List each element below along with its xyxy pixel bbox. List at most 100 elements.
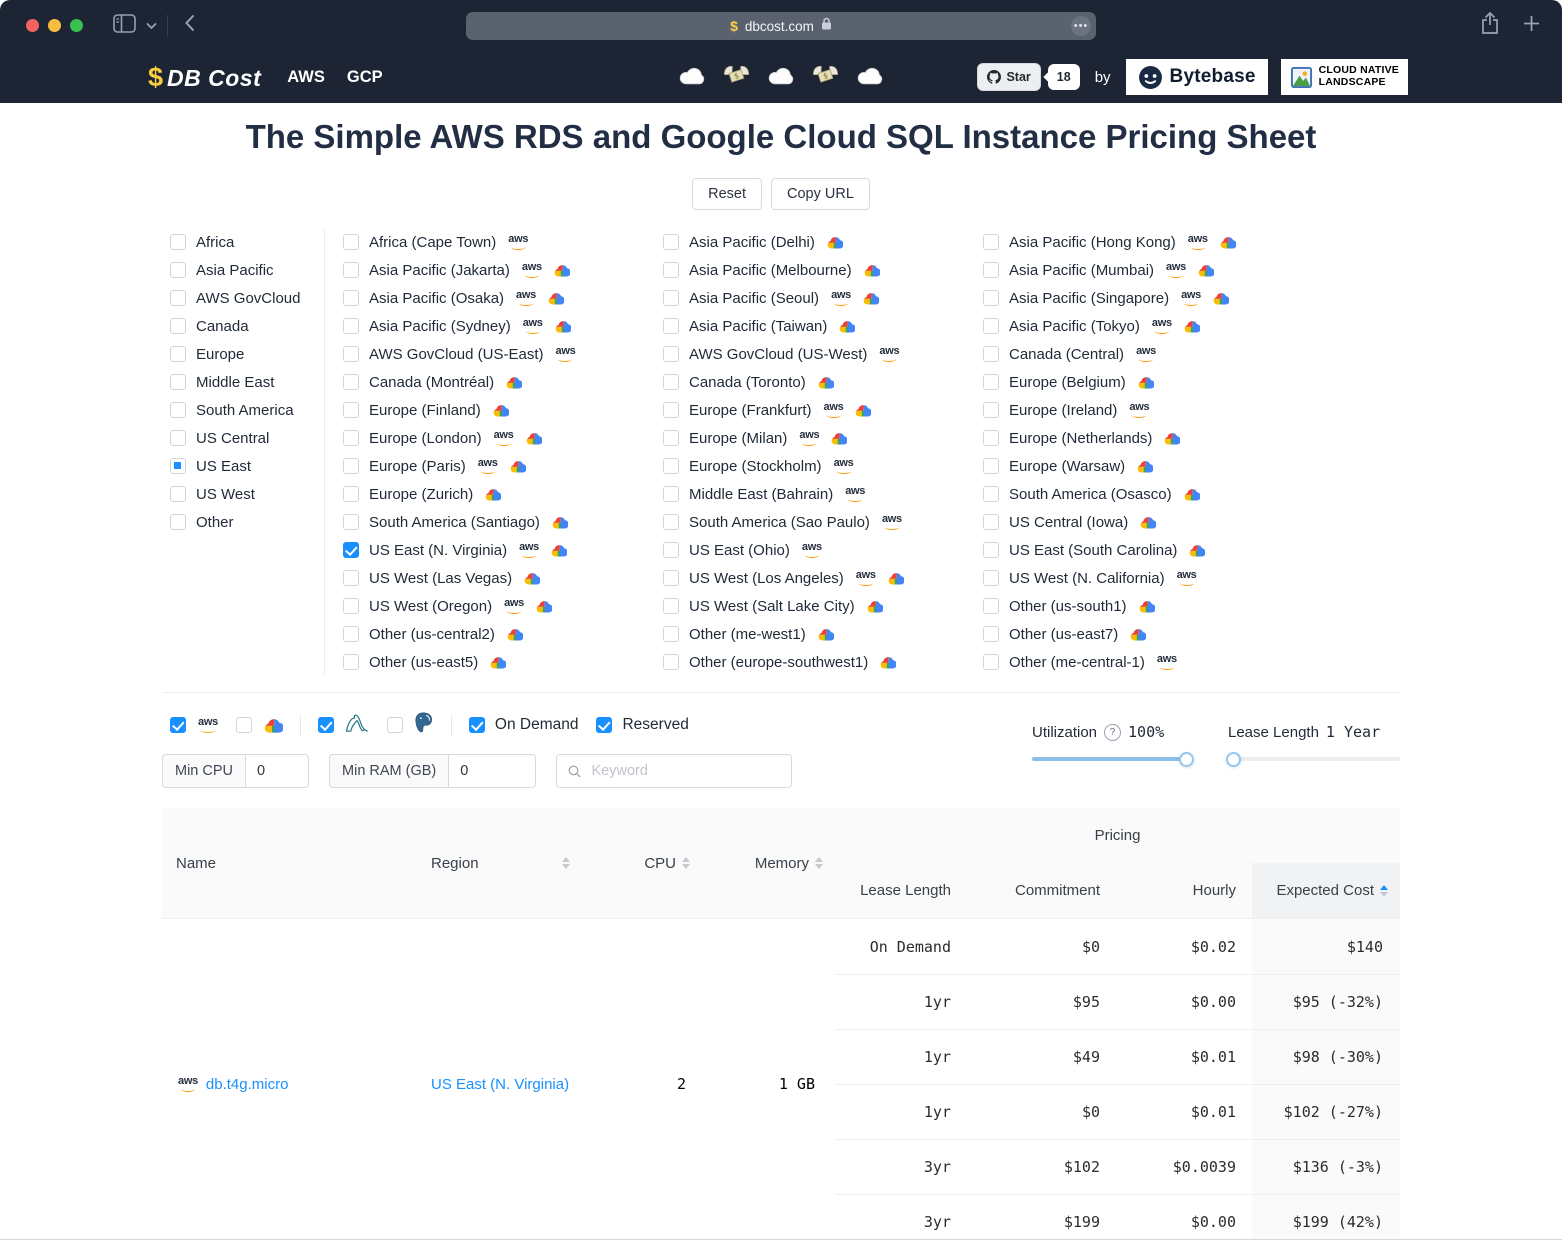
region-item[interactable]: Europe (Warsaw) — [983, 452, 1285, 480]
region-item[interactable]: US East (South Carolina) — [983, 536, 1285, 564]
region-item[interactable]: AWS GovCloud (US-East) aws — [343, 340, 645, 368]
region-item[interactable]: Asia Pacific (Sydney) aws — [343, 312, 645, 340]
checkbox[interactable] — [663, 486, 679, 503]
col-header-memory[interactable]: Memory — [700, 808, 835, 918]
checkbox[interactable] — [983, 570, 999, 587]
col-header-region[interactable]: Region — [417, 808, 586, 918]
checkbox[interactable] — [170, 430, 186, 447]
region-item[interactable]: Canada (Toronto) — [663, 368, 965, 396]
instance-region-link[interactable]: US East (N. Virginia) — [431, 1075, 570, 1093]
region-item[interactable]: Europe (Frankfurt) aws — [663, 396, 965, 424]
postgres-checkbox[interactable] — [386, 717, 403, 734]
filter-on-demand[interactable]: On Demand — [468, 716, 578, 734]
checkbox[interactable] — [663, 346, 679, 363]
region-item[interactable]: US West (N. California) aws — [983, 564, 1285, 592]
checkbox[interactable] — [170, 458, 186, 475]
checkbox[interactable] — [983, 234, 999, 251]
region-group-item[interactable]: Other — [170, 508, 324, 536]
new-tab-icon[interactable] — [1523, 15, 1540, 37]
checkbox[interactable] — [663, 402, 679, 419]
checkbox[interactable] — [983, 290, 999, 307]
checkbox[interactable] — [983, 486, 999, 503]
checkbox[interactable] — [343, 486, 359, 503]
cloud-native-landscape-badge[interactable]: CLOUD NATIVE LANDSCAPE — [1280, 59, 1408, 95]
checkbox[interactable] — [343, 598, 359, 615]
zoom-window-button[interactable] — [70, 19, 83, 32]
github-star-button[interactable]: Star — [977, 63, 1041, 91]
sidebar-chevron-down-icon[interactable] — [146, 17, 157, 35]
region-item[interactable]: Africa (Cape Town) aws — [343, 228, 645, 256]
url-bar[interactable]: $ dbcost.com ••• — [466, 12, 1096, 40]
checkbox[interactable] — [983, 654, 999, 671]
page-settings-icon[interactable]: ••• — [1071, 16, 1091, 36]
github-star-widget[interactable]: Star 18 — [977, 63, 1080, 91]
checkbox[interactable] — [170, 290, 186, 307]
region-item[interactable]: US Central (Iowa) — [983, 508, 1285, 536]
region-group-item[interactable]: South America — [170, 396, 324, 424]
checkbox[interactable] — [343, 262, 359, 279]
region-item[interactable]: Other (us-east7) — [983, 620, 1285, 648]
region-item[interactable]: Other (me-west1) — [663, 620, 965, 648]
region-group-item[interactable]: US Central — [170, 424, 324, 452]
checkbox[interactable] — [663, 262, 679, 279]
region-group-item[interactable]: Canada — [170, 312, 324, 340]
region-item[interactable]: Europe (Milan) aws — [663, 424, 965, 452]
region-item[interactable]: Europe (Finland) — [343, 396, 645, 424]
region-group-item[interactable]: US East — [170, 452, 324, 480]
region-item[interactable]: Europe (Netherlands) — [983, 424, 1285, 452]
utilization-slider-handle[interactable] — [1179, 751, 1194, 767]
checkbox[interactable] — [170, 374, 186, 391]
region-item[interactable]: Middle East (Bahrain) aws — [663, 480, 965, 508]
gcp-checkbox[interactable] — [235, 717, 252, 734]
checkbox[interactable] — [343, 542, 359, 559]
checkbox[interactable] — [343, 626, 359, 643]
mysql-checkbox[interactable] — [317, 717, 334, 734]
checkbox[interactable] — [983, 542, 999, 559]
region-item[interactable]: Europe (Ireland) aws — [983, 396, 1285, 424]
on-demand-checkbox[interactable] — [468, 717, 485, 734]
checkbox[interactable] — [663, 514, 679, 531]
col-header-cpu[interactable]: CPU — [586, 808, 700, 918]
region-item[interactable]: Other (me-central-1) aws — [983, 648, 1285, 676]
checkbox[interactable] — [983, 402, 999, 419]
utilization-slider[interactable] — [1032, 751, 1194, 767]
checkbox[interactable] — [170, 262, 186, 279]
checkbox[interactable] — [983, 514, 999, 531]
checkbox[interactable] — [663, 626, 679, 643]
lease-length-slider-handle[interactable] — [1226, 751, 1241, 767]
bytebase-logo[interactable]: Bytebase — [1125, 59, 1268, 95]
minimize-window-button[interactable] — [48, 19, 61, 32]
checkbox[interactable] — [170, 234, 186, 251]
checkbox[interactable] — [983, 458, 999, 475]
checkbox[interactable] — [343, 514, 359, 531]
region-item[interactable]: Europe (Zurich) — [343, 480, 645, 508]
min-ram-input[interactable] — [448, 754, 537, 789]
checkbox[interactable] — [343, 234, 359, 251]
filter-provider-gcp[interactable] — [235, 717, 283, 734]
help-icon[interactable]: ? — [1104, 723, 1122, 741]
sort-icon[interactable] — [682, 857, 690, 870]
checkbox[interactable] — [170, 486, 186, 503]
region-item[interactable]: Europe (London) aws — [343, 424, 645, 452]
checkbox[interactable] — [170, 346, 186, 363]
checkbox[interactable] — [983, 346, 999, 363]
aws-checkbox[interactable] — [170, 717, 186, 734]
col-header-expected-cost[interactable]: Expected Cost — [1252, 863, 1400, 919]
checkbox[interactable] — [343, 570, 359, 587]
checkbox[interactable] — [343, 290, 359, 307]
checkbox[interactable] — [170, 514, 186, 531]
region-item[interactable]: Asia Pacific (Osaka) aws — [343, 284, 645, 312]
checkbox[interactable] — [170, 318, 186, 335]
region-item[interactable]: Canada (Montréal) — [343, 368, 645, 396]
nav-aws-link[interactable]: AWS — [287, 67, 325, 86]
region-item[interactable]: Other (us-south1) — [983, 592, 1285, 620]
region-item[interactable]: Canada (Central) aws — [983, 340, 1285, 368]
filter-engine-postgres[interactable] — [386, 711, 434, 739]
checkbox[interactable] — [663, 542, 679, 559]
region-item[interactable]: South America (Osasco) — [983, 480, 1285, 508]
region-group-item[interactable]: Asia Pacific — [170, 256, 324, 284]
region-item[interactable]: Asia Pacific (Tokyo) aws — [983, 312, 1285, 340]
region-group-item[interactable]: US West — [170, 480, 324, 508]
checkbox[interactable] — [663, 654, 679, 671]
region-item[interactable]: Other (us-east5) — [343, 648, 645, 676]
